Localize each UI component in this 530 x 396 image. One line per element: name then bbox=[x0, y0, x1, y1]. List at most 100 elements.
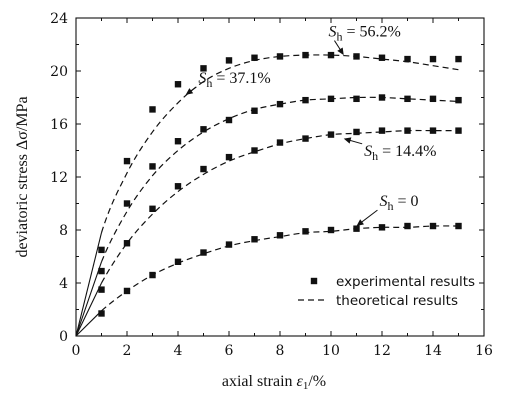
experimental-point bbox=[123, 157, 131, 165]
annotation-symbol: S bbox=[198, 70, 206, 87]
experimental-point bbox=[327, 95, 335, 103]
x-axis-title: axial strain ε1/% bbox=[222, 373, 326, 392]
experimental-point bbox=[404, 222, 411, 230]
x-axis-title-subscript: 1 bbox=[303, 380, 309, 392]
experimental-point bbox=[174, 258, 182, 265]
experimental-point bbox=[302, 96, 309, 104]
annotation: Sh = 56.2% bbox=[328, 24, 401, 56]
experimental-point bbox=[378, 54, 386, 61]
experimental-point bbox=[378, 94, 386, 101]
theoretical-curve bbox=[101, 225, 459, 312]
experimental-point bbox=[353, 53, 360, 60]
y-tick-label: 4 bbox=[59, 276, 68, 292]
experimental-point bbox=[455, 55, 462, 63]
experimental-point bbox=[327, 226, 335, 234]
experimental-point bbox=[327, 131, 335, 138]
experimental-point bbox=[149, 271, 156, 279]
x-tick-label: 0 bbox=[72, 343, 81, 359]
experimental-point bbox=[455, 127, 462, 134]
experimental-point bbox=[429, 222, 437, 230]
experimental-point bbox=[429, 95, 437, 103]
annotation-arrowhead bbox=[185, 88, 194, 95]
x-tick-label: 4 bbox=[174, 343, 183, 359]
experimental-point bbox=[149, 205, 156, 212]
annotation-subscript: h bbox=[206, 76, 212, 90]
experimental-point bbox=[302, 51, 309, 59]
series-group bbox=[75, 94, 462, 337]
experimental-point bbox=[429, 127, 437, 134]
legend-label: theoretical results bbox=[336, 293, 458, 309]
annotation-symbol: S bbox=[364, 143, 372, 160]
experimental-point bbox=[251, 147, 258, 154]
annotation-symbol: S bbox=[328, 24, 336, 41]
annotation-value: = 56.2% bbox=[342, 24, 400, 41]
theoretical-initial-segment bbox=[75, 310, 102, 337]
experimental-point bbox=[149, 106, 156, 113]
x-tick-label: 6 bbox=[225, 343, 234, 359]
x-tick-label: 14 bbox=[424, 343, 442, 359]
annotation: Sh = 0 bbox=[356, 193, 418, 227]
annotation: Sh = 37.1% bbox=[185, 70, 271, 95]
experimental-point bbox=[200, 165, 207, 173]
experimental-point bbox=[455, 96, 462, 104]
experimental-point bbox=[98, 267, 105, 275]
legend-label: experimental results bbox=[336, 274, 475, 290]
experimental-point bbox=[149, 163, 156, 170]
experimental-point bbox=[353, 128, 360, 136]
experimental-point bbox=[251, 107, 258, 114]
experimental-point bbox=[200, 126, 207, 133]
annotation-label: Sh = 56.2% bbox=[328, 24, 400, 44]
experimental-point bbox=[276, 139, 284, 146]
experimental-point bbox=[327, 51, 335, 59]
experimental-point bbox=[174, 138, 182, 145]
experimental-point bbox=[174, 183, 182, 190]
annotation-label: Sh = 37.1% bbox=[198, 70, 270, 90]
experimental-point bbox=[98, 246, 105, 254]
theoretical-initial-segment bbox=[75, 232, 103, 337]
theoretical-curve bbox=[100, 54, 459, 233]
x-tick-label: 12 bbox=[373, 343, 391, 359]
experimental-point bbox=[276, 100, 284, 108]
experimental-point bbox=[225, 116, 233, 124]
experimental-point bbox=[98, 286, 105, 293]
series-group bbox=[75, 222, 462, 337]
experimental-point bbox=[200, 249, 207, 256]
x-tick-label: 8 bbox=[276, 343, 285, 359]
x-axis-title-symbol: ε bbox=[297, 373, 304, 390]
annotation-label: Sh = 0 bbox=[379, 193, 418, 213]
experimental-point bbox=[378, 224, 386, 231]
experimental-point bbox=[353, 225, 360, 232]
series-group bbox=[75, 127, 462, 337]
y-tick-label: 8 bbox=[59, 223, 68, 239]
experimental-point bbox=[302, 228, 309, 235]
annotation-label: Sh = 14.4% bbox=[364, 143, 436, 163]
experimental-point bbox=[174, 81, 182, 88]
experimental-point bbox=[302, 135, 309, 142]
x-tick-label: 10 bbox=[322, 343, 340, 359]
series-group bbox=[75, 51, 462, 337]
annotation-subscript: h bbox=[372, 149, 378, 163]
experimental-point bbox=[251, 236, 258, 243]
y-axis-title: deviatoric stress Δσ/MPa bbox=[14, 96, 31, 257]
experimental-point bbox=[378, 127, 386, 134]
experimental-point bbox=[123, 200, 131, 207]
plot-area bbox=[75, 51, 462, 337]
y-tick-label: 12 bbox=[50, 170, 68, 186]
annotation-subscript: h bbox=[336, 30, 342, 44]
experimental-point bbox=[225, 153, 233, 161]
theoretical-initial-segment bbox=[75, 282, 102, 337]
x-axis-title-prefix: axial strain bbox=[222, 373, 297, 390]
legend-entry: experimental results bbox=[310, 274, 475, 290]
legend-swatch-square bbox=[310, 277, 318, 285]
experimental-point bbox=[123, 287, 131, 295]
experimental-point bbox=[225, 241, 233, 248]
annotation-arrowhead bbox=[356, 219, 365, 227]
x-axis-title-suffix: /% bbox=[308, 373, 326, 390]
experimental-point bbox=[98, 310, 105, 317]
annotation-value: = 0 bbox=[393, 193, 418, 210]
experimental-point bbox=[455, 222, 462, 230]
experimental-point bbox=[429, 55, 437, 63]
experimental-point bbox=[225, 57, 233, 64]
